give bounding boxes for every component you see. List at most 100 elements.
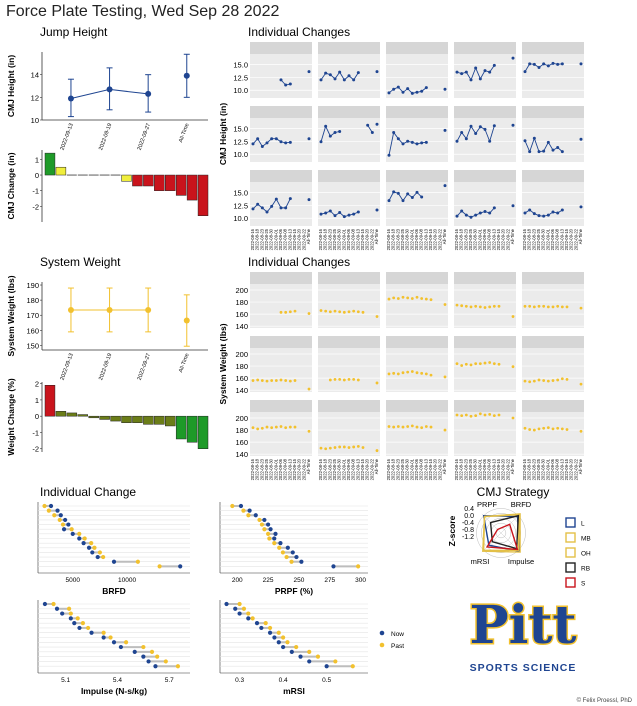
x-tick-label: 2022-09-01 (341, 458, 346, 480)
data-point (546, 64, 550, 68)
y-tick-label: -1 (32, 428, 39, 437)
data-point (537, 304, 541, 308)
data-point (537, 378, 541, 382)
facet-panel (522, 348, 584, 392)
data-point (319, 78, 323, 82)
x-tick-label: 2022-08-23 (531, 458, 536, 480)
data-point (361, 446, 365, 449)
x-tick-label: 2022-09-13 (559, 458, 564, 480)
data-point (478, 125, 482, 129)
data-point (542, 304, 546, 308)
x-tick-label: 2022-09-20 (501, 458, 506, 480)
past-point (230, 503, 235, 509)
data-point (469, 78, 473, 82)
data-point (551, 148, 555, 152)
y-tick-label: 140 (235, 322, 248, 331)
facet-panel (318, 348, 380, 392)
facet-panel (318, 182, 380, 226)
x-tick-label: 2022-09-06 (482, 458, 487, 480)
now-point (272, 536, 277, 541)
legend-label: S (581, 581, 586, 588)
past-point (155, 654, 160, 659)
data-point (511, 416, 515, 420)
data-point (488, 413, 492, 416)
x-tick-label: 2022-09-01 (545, 458, 550, 480)
past-point (281, 635, 286, 640)
data-point (265, 425, 269, 429)
past-point (69, 527, 74, 532)
now-point (178, 564, 183, 569)
facet-panel (318, 284, 380, 328)
facet-panel (250, 284, 312, 328)
facet-strip (250, 400, 312, 412)
y-tick-label: 200 (235, 350, 248, 359)
data-point (387, 199, 391, 203)
now-point (118, 644, 124, 650)
facet-strip (454, 42, 516, 54)
now-point (276, 640, 281, 645)
x-tick-label: 2022-09-08 (555, 228, 560, 250)
data-point (375, 208, 379, 212)
data-point (532, 136, 536, 140)
chart-title: Individual Changes (248, 25, 350, 39)
data-point (251, 426, 255, 430)
x-tick-label: 225 (263, 577, 274, 584)
data-point (338, 377, 342, 381)
now-point (267, 630, 273, 635)
x-tick-label: 2022-09-22 (505, 228, 510, 250)
z-tick-label: -1.2 (462, 534, 474, 541)
x-tick-label: 2022-08-18 (323, 228, 328, 250)
data-point (474, 362, 478, 366)
past-point (101, 554, 106, 560)
legend-swatch (565, 577, 576, 588)
spoke (481, 532, 502, 553)
x-tick-label: 2022-08-25 (468, 228, 473, 250)
data-point (270, 137, 274, 141)
data-point (464, 362, 468, 366)
credit: © Felix Proessl, PhD (577, 697, 633, 704)
data-point (579, 382, 583, 386)
past-point (259, 522, 265, 527)
data-point (415, 190, 419, 194)
x-tick-label: 2022-09-27 (137, 123, 152, 151)
data-point (424, 86, 428, 90)
data-point (483, 127, 487, 131)
past-point (350, 664, 355, 669)
data-point (288, 140, 292, 144)
cmj-strategy-chart: CMJ Strategy Z-score 0.40.0-0.4-0.8-1.2 PRP… (447, 485, 591, 588)
x-tick-label: 2022-09-15 (360, 228, 365, 250)
x-axis-label: mRSI (283, 686, 305, 696)
x-tick-label: 2022-09-20 (569, 228, 574, 250)
legend-label: RB (581, 566, 590, 573)
data-point (183, 317, 190, 324)
data-point (338, 211, 342, 215)
data-point (537, 427, 541, 431)
x-tick-label: 2022-09-20 (365, 458, 370, 480)
y-tick-label: 200 (235, 286, 248, 295)
data-point (469, 414, 473, 418)
x-tick-label: 2022-09-06 (414, 228, 419, 250)
data-point (338, 129, 342, 133)
data-point (483, 361, 487, 365)
x-tick-label: 2022-08-25 (400, 228, 405, 250)
data-point (424, 297, 428, 301)
facet-strip (454, 170, 516, 182)
facet-strip (522, 106, 584, 118)
facet-strip (250, 272, 312, 284)
data-point (307, 387, 311, 391)
bar (165, 174, 176, 191)
x-tick-label: 2022-09-01 (409, 458, 414, 480)
data-point (532, 428, 536, 432)
data-point (406, 425, 410, 428)
x-tick-label: 2022-09-22 (505, 458, 510, 480)
x-tick-label: 2022-09-13 (60, 353, 75, 381)
facet-strip (522, 42, 584, 54)
data-point (274, 197, 278, 201)
x-tick-label: 2022-09-13 (423, 228, 428, 250)
x-axis-label: BRFD (102, 586, 126, 596)
now-point (111, 640, 117, 645)
data-point (251, 142, 255, 146)
axis-label: mRSI (471, 557, 490, 566)
data-point (511, 204, 515, 208)
data-point (424, 140, 428, 144)
